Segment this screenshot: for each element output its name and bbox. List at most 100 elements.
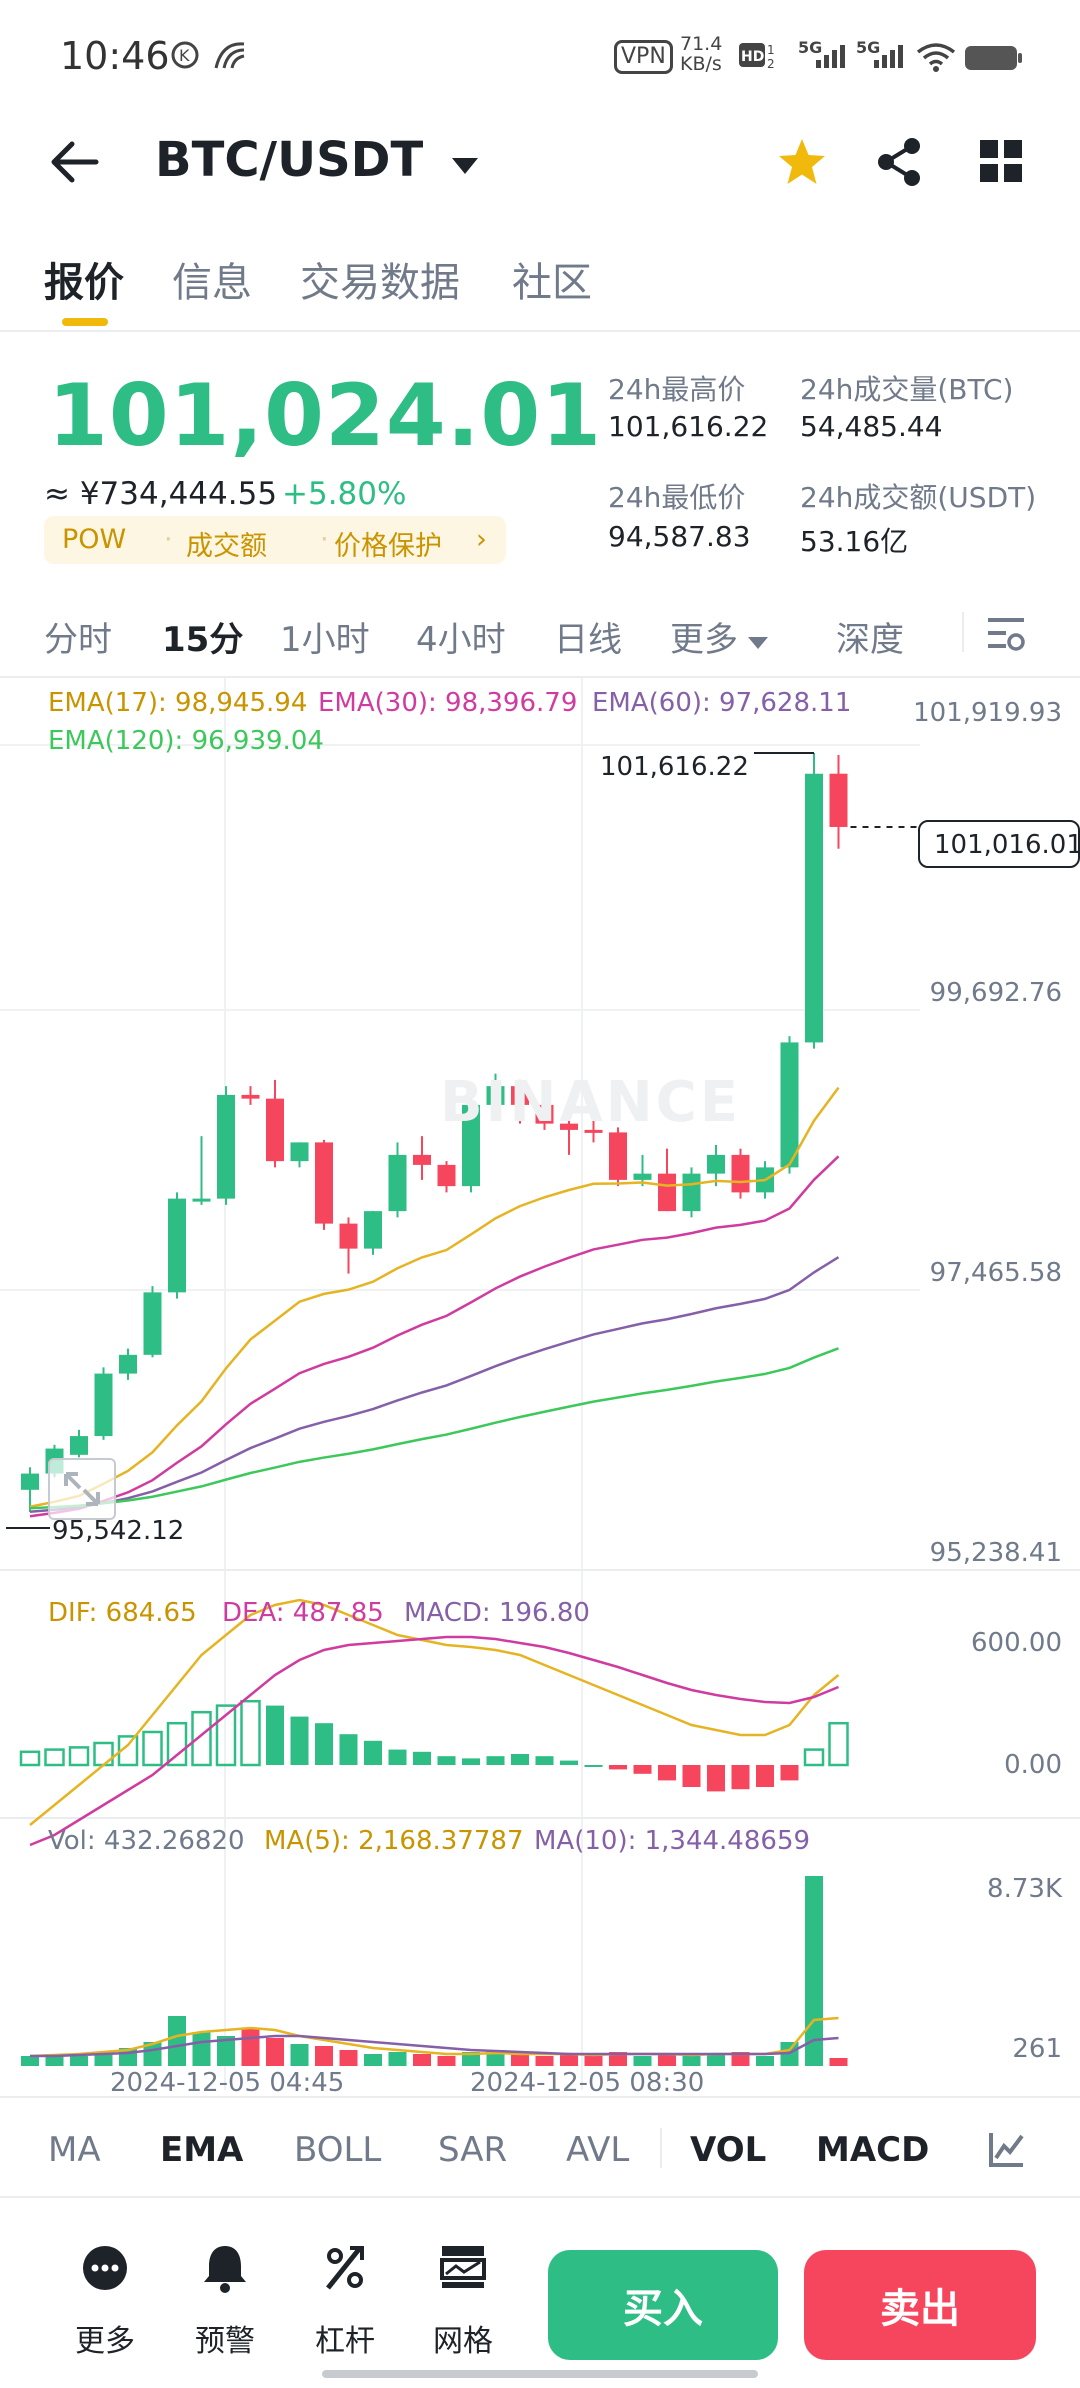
- indicator-sar[interactable]: SAR: [438, 2130, 508, 2170]
- volume-bar: [241, 2028, 260, 2066]
- tf-depth[interactable]: 深度: [836, 620, 904, 660]
- expand-icon: [64, 1472, 100, 1506]
- sell-label: 卖出: [880, 2286, 960, 2332]
- bottom-more-button[interactable]: 更多: [60, 2236, 150, 2359]
- macd-bar: [437, 1756, 456, 1765]
- candle-body: [511, 1086, 529, 1105]
- indicator-boll[interactable]: BOLL: [294, 2130, 382, 2170]
- bell-icon: [204, 2246, 246, 2293]
- indicator-ema[interactable]: EMA: [160, 2130, 244, 2170]
- candle-body: [609, 1132, 627, 1180]
- bottom-leverage-button[interactable]: 杠杆: [300, 2236, 390, 2359]
- last-price-tag: 101,016.01: [918, 820, 1080, 868]
- macd-bar: [191, 1710, 212, 1767]
- vol-btc-value: 54,485.44: [800, 410, 943, 443]
- volume-bar: [413, 2054, 431, 2066]
- macd-bar: [707, 1765, 725, 1792]
- wifi-icon: [916, 42, 956, 76]
- chart-settings-button[interactable]: [986, 614, 1026, 656]
- tab-quote[interactable]: 报价: [44, 260, 124, 306]
- kline-chart[interactable]: [0, 678, 1080, 2090]
- svg-text:K: K: [179, 46, 190, 65]
- volume-bar: [633, 2056, 652, 2066]
- divider: [0, 330, 1080, 332]
- indicator-settings-button[interactable]: [988, 2130, 1026, 2172]
- home-indicator: [322, 2370, 758, 2378]
- tf-more[interactable]: 更多: [670, 612, 770, 661]
- macd-bar: [486, 1756, 505, 1765]
- vol-axis-label: 261: [1012, 2034, 1062, 2064]
- macd-bar: [756, 1765, 774, 1787]
- pair-selector[interactable]: BTC/USDT: [155, 132, 480, 188]
- macd-bar: [731, 1765, 750, 1790]
- expand-chart-button[interactable]: [48, 1458, 116, 1520]
- bottom-alert-button[interactable]: 预警: [180, 2236, 270, 2359]
- buy-button[interactable]: 买入: [548, 2250, 778, 2360]
- macd-bar: [584, 1765, 603, 1767]
- tf-1d[interactable]: 日线: [554, 620, 622, 660]
- back-button[interactable]: [50, 140, 100, 188]
- candle-body: [364, 1211, 382, 1249]
- favorite-star-button[interactable]: [776, 136, 828, 192]
- ema120-label: EMA(120): 96,939.04: [48, 726, 324, 756]
- candle-body: [682, 1173, 701, 1212]
- star-icon: [779, 139, 825, 184]
- indicator-chart-icon: [989, 2133, 1024, 2167]
- tf-line[interactable]: 分时: [44, 620, 112, 660]
- share-button[interactable]: [874, 136, 924, 192]
- macd-bar: [388, 1749, 407, 1765]
- macd-bar: [19, 1750, 41, 1767]
- macd-bar: [93, 1741, 114, 1767]
- indicator-ma[interactable]: MA: [48, 2130, 101, 2170]
- last-price: 101,024.01: [48, 366, 603, 466]
- grid-icon: [980, 140, 1022, 182]
- candle-body: [633, 1173, 652, 1180]
- grid-menu-button[interactable]: [980, 140, 1024, 188]
- candle-body: [535, 1104, 554, 1124]
- macd-bar: [682, 1765, 701, 1787]
- volume-bar: [511, 2054, 529, 2066]
- bottom-label: 杠杆: [315, 2324, 375, 2359]
- low-value: 94,587.83: [608, 520, 751, 553]
- bottom-label: 网格: [433, 2324, 493, 2359]
- ema30-label: EMA(30): 98,396.79: [318, 688, 578, 718]
- dea-line: [29, 1635, 839, 1847]
- volume-bar: [339, 2050, 358, 2066]
- divider: [962, 612, 964, 652]
- indicator-macd[interactable]: MACD: [816, 2130, 930, 2170]
- tf-1h[interactable]: 1小时: [280, 620, 370, 660]
- leverage-icon: [326, 2246, 364, 2290]
- macd-bar: [44, 1748, 65, 1767]
- dea-label: DEA: 487.85: [222, 1598, 384, 1628]
- indicator-avl[interactable]: AVL: [566, 2130, 630, 2170]
- volume-bar: [94, 2052, 113, 2066]
- tab-trade-data[interactable]: 交易数据: [300, 260, 460, 306]
- volume-bar: [805, 1876, 823, 2066]
- tf-4h[interactable]: 4小时: [416, 620, 506, 660]
- tag-pill[interactable]: POW · 成交额 · 价格保护 ›: [44, 516, 506, 564]
- tf-15m[interactable]: 15分: [162, 620, 244, 660]
- macd-bar: [535, 1756, 554, 1765]
- candle-body: [241, 1094, 260, 1099]
- binance-watermark: BINANCE: [440, 1070, 741, 1135]
- volume-bar: [437, 2056, 456, 2066]
- tab-info[interactable]: 信息: [172, 260, 252, 306]
- vol-ma10-label: MA(10): 1,344.48659: [534, 1826, 811, 1856]
- ema60-label: EMA(60): 97,628.11: [592, 688, 852, 718]
- candle-body: [731, 1154, 750, 1193]
- vol-ma10-line: [30, 2034, 839, 2058]
- bottom-grid-button[interactable]: 网格: [418, 2236, 508, 2359]
- sell-button[interactable]: 卖出: [804, 2250, 1036, 2360]
- dif-label: DIF: 684.65: [48, 1598, 197, 1628]
- macd-bar: [266, 1705, 284, 1765]
- volume-bar: [462, 2052, 480, 2066]
- indicator-vol[interactable]: VOL: [690, 2130, 767, 2170]
- volume-bar: [21, 2056, 39, 2066]
- macd-bar: [364, 1740, 382, 1765]
- tag-pow: POW: [62, 524, 127, 555]
- svg-text:2: 2: [767, 57, 775, 70]
- volume-bar: [315, 2046, 333, 2066]
- vol-usdt-label: 24h成交额(USDT): [800, 481, 1037, 514]
- tab-community[interactable]: 社区: [512, 260, 592, 306]
- candle-body: [143, 1292, 162, 1355]
